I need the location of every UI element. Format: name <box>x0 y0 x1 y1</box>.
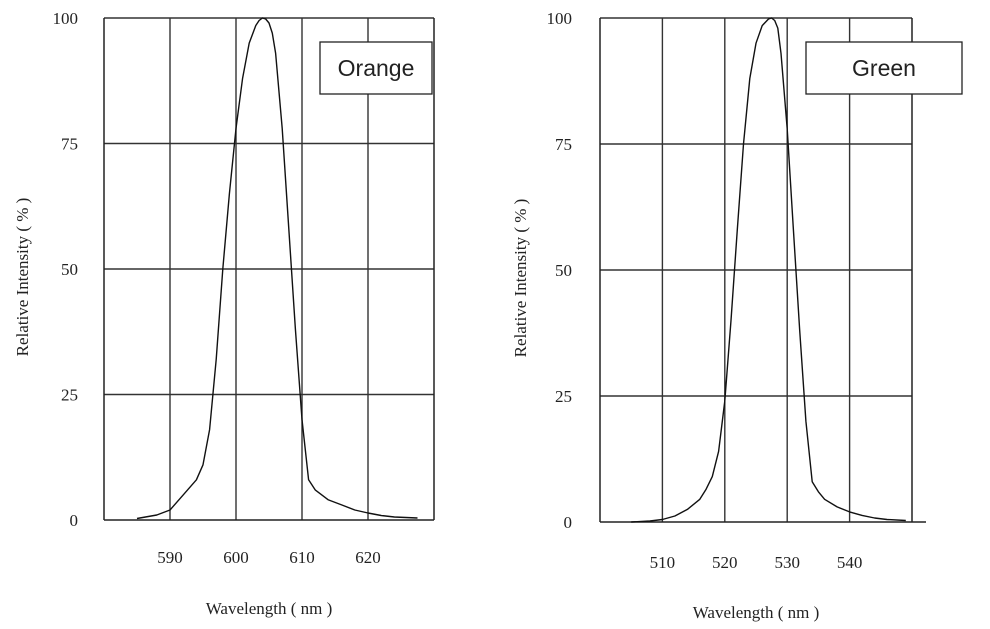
x-tick-label: 530 <box>774 553 800 572</box>
x-axis-label: Wavelength ( nm ) <box>693 603 820 622</box>
legend-box <box>805 41 963 95</box>
y-tick-label: 25 <box>555 387 572 406</box>
x-tick-label: 600 <box>223 548 249 567</box>
series-line <box>136 17 418 520</box>
legend-box <box>319 41 433 95</box>
y-tick-label: 50 <box>61 260 78 279</box>
x-tick-label: 590 <box>157 548 183 567</box>
y-tick-label: 0 <box>70 511 79 530</box>
x-tick-label: 520 <box>712 553 738 572</box>
y-tick-label: 100 <box>53 9 79 28</box>
x-tick-label: 510 <box>650 553 676 572</box>
series-line <box>631 17 906 523</box>
y-tick-label: 75 <box>555 135 572 154</box>
y-axis-label: Relative Intensity ( % ) <box>511 199 530 358</box>
y-tick-label: 50 <box>555 261 572 280</box>
y-tick-label: 0 <box>564 513 573 532</box>
x-axis-label: Wavelength ( nm ) <box>206 599 333 618</box>
x-tick-label: 620 <box>355 548 381 567</box>
chart-0: 0 25 50 75 100 590 600 610 620 Wavelength ( nm ) R… <box>13 9 435 618</box>
y-tick-label: 75 <box>61 135 78 154</box>
chart-1: 0 25 50 75 100 510 520 530 540 Wavelength ( nm ) R… <box>511 9 963 622</box>
y-tick-label: 25 <box>61 386 78 405</box>
y-axis-label: Relative Intensity ( % ) <box>13 198 32 357</box>
y-tick-label: 100 <box>547 9 573 28</box>
x-tick-label: 540 <box>837 553 863 572</box>
x-tick-label: 610 <box>289 548 315 567</box>
legend-label: Green <box>852 55 916 81</box>
legend-label: Orange <box>338 55 415 81</box>
